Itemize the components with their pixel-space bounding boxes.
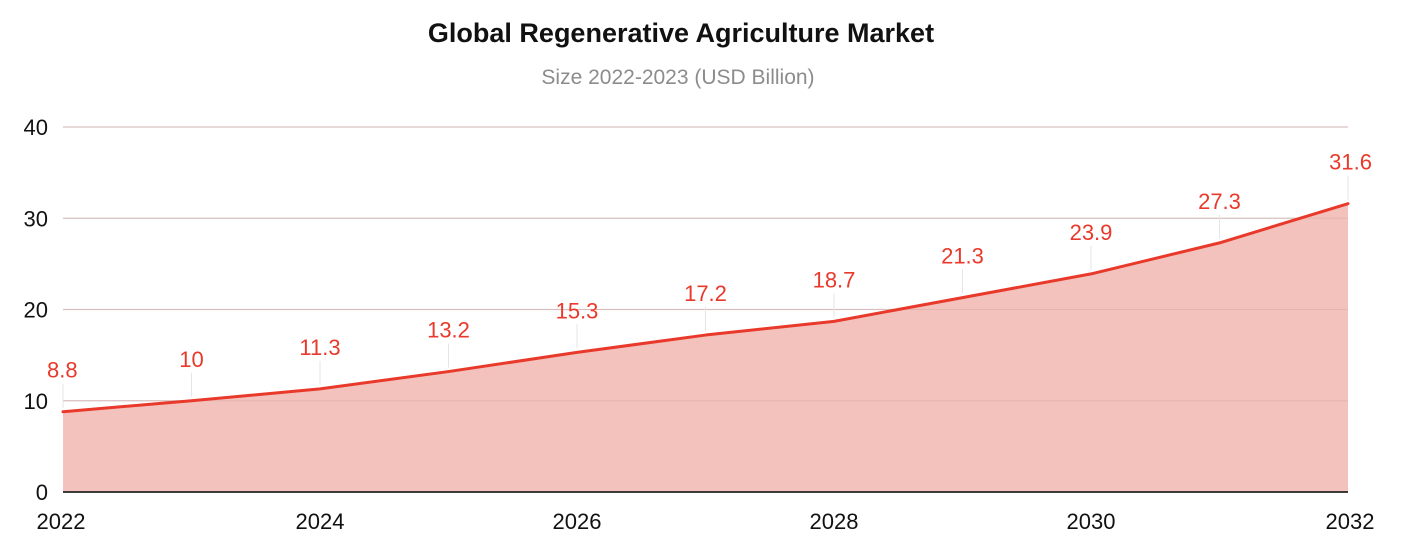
- chart-title: Global Regenerative Agriculture Market: [428, 18, 934, 48]
- data-label-2025: 13.2: [427, 318, 470, 343]
- x-axis: 2022 2024 2026 2028 2030 2032: [37, 509, 1375, 534]
- data-label-2028: 18.7: [813, 267, 856, 292]
- y-tick-label-40: 40: [24, 115, 48, 140]
- data-label-2031: 27.3: [1198, 189, 1241, 214]
- x-tick-label-2028: 2028: [810, 509, 859, 534]
- area-fill: [63, 203, 1348, 492]
- y-tick-label-30: 30: [24, 206, 48, 231]
- data-label-2024: 11.3: [299, 335, 340, 360]
- y-axis: 0 10 20 30 40: [24, 115, 48, 505]
- chart-subtitle: Size 2022-2023 (USD Billion): [541, 66, 814, 89]
- x-tick-label-2030: 2030: [1067, 509, 1116, 534]
- x-tick-label-2032: 2032: [1326, 509, 1375, 534]
- data-label-2026: 15.3: [556, 298, 599, 323]
- data-label-2023: 10: [179, 347, 203, 372]
- y-tick-label-10: 10: [24, 389, 48, 414]
- data-labels: 8.8 10 11.3 13.2 15.3 17.2 18.7 21.3 23.9 27.3 31.…: [47, 150, 1372, 408]
- x-tick-label-2022: 2022: [37, 509, 86, 534]
- data-label-2029: 21.3: [941, 244, 984, 269]
- data-label-2022: 8.8: [47, 358, 78, 383]
- y-tick-label-0: 0: [36, 480, 48, 505]
- x-tick-label-2026: 2026: [553, 509, 602, 534]
- data-label-2027: 17.2: [684, 281, 727, 306]
- x-tick-label-2024: 2024: [296, 509, 345, 534]
- data-label-2030: 23.9: [1070, 220, 1113, 245]
- data-label-2032: 31.6: [1329, 150, 1372, 175]
- y-tick-label-20: 20: [24, 298, 48, 323]
- series-line: [61, 202, 1350, 414]
- area-layer: [61, 126, 1350, 493]
